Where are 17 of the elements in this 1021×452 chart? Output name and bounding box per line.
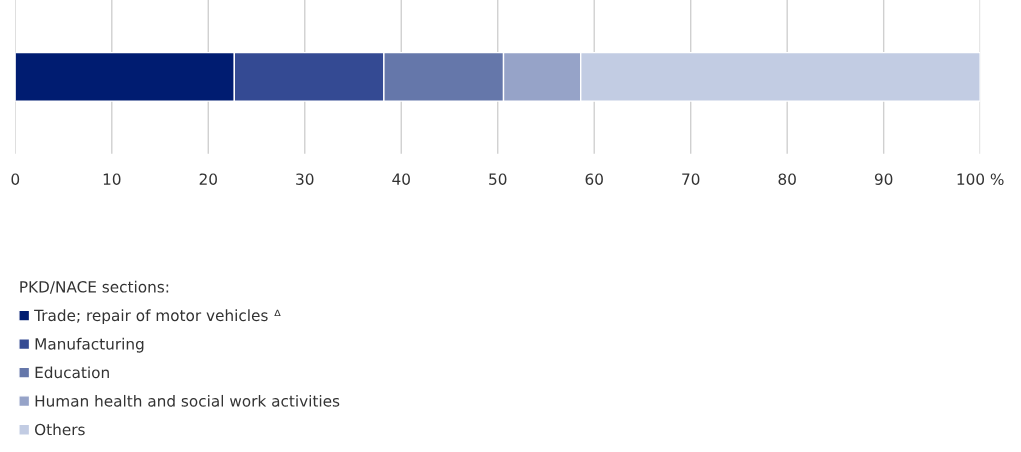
x-tick-label: 90 [874, 173, 893, 185]
x-tick-label: 30 [296, 173, 314, 185]
legend-label: Trade; repair of motor vehicles ᐞ [34, 309, 281, 325]
x-tick-label: 70 [682, 173, 700, 185]
legend-label: Education [35, 366, 109, 379]
x-tick-label: 10 [103, 173, 121, 185]
x-tick-label: 100 % [957, 173, 1004, 185]
x-tick-label: 40 [392, 173, 410, 185]
x-tick-label: 60 [585, 173, 603, 185]
x-tick-label: 80 [778, 173, 796, 185]
x-tick-label: 50 [489, 173, 507, 185]
legend-label: Human health and social work activities [35, 394, 340, 407]
legend-title: PKD/NACE sections: [20, 280, 169, 294]
legend-label: Others [34, 423, 85, 436]
legend-label: Manufacturing [35, 337, 144, 353]
x-tick-label: 0 [11, 173, 20, 185]
x-tick-label: 20 [199, 173, 217, 185]
